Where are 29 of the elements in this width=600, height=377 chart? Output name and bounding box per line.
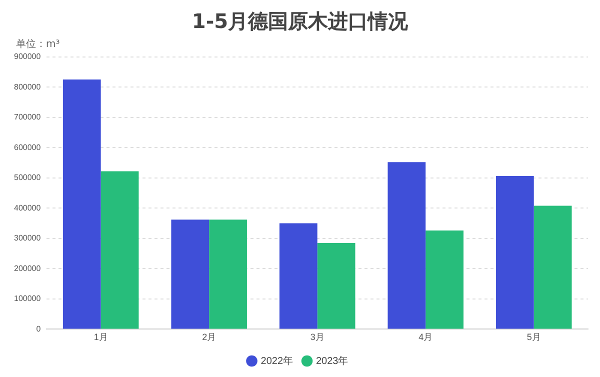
y-tick-label: 200000	[14, 264, 42, 273]
bar	[534, 206, 572, 329]
y-tick-label: 300000	[14, 234, 42, 243]
bar	[317, 242, 356, 329]
x-tick-label: 4月	[418, 332, 433, 342]
y-tick-label: 500000	[14, 173, 42, 182]
bar	[279, 223, 318, 329]
chart-subtitle: 单位：m³	[16, 38, 60, 51]
x-tick-label: 3月	[310, 332, 324, 342]
chart-title: 1-5月德国原木进口情况	[190, 8, 410, 35]
x-tick-label: 2月	[202, 332, 216, 342]
bar	[496, 176, 534, 329]
y-tick-label: 700000	[14, 112, 42, 122]
y-tick-label: 100000	[14, 294, 42, 304]
y-tick-label: 0	[36, 324, 42, 334]
bar	[62, 80, 101, 329]
bar	[171, 220, 210, 329]
x-tick-label: 5月	[526, 332, 541, 342]
bar	[426, 230, 464, 329]
bar	[388, 162, 426, 329]
y-tick-label: 400000	[14, 203, 42, 212]
legend-label: 2023年	[316, 354, 348, 367]
x-tick-label: 1月	[94, 332, 108, 342]
bar	[100, 171, 139, 329]
y-tick-label: 600000	[14, 142, 42, 152]
bar	[209, 220, 247, 329]
legend-label: 2022年	[260, 354, 294, 367]
y-tick-label: 900000	[14, 52, 42, 62]
y-tick-label: 800000	[14, 82, 42, 92]
